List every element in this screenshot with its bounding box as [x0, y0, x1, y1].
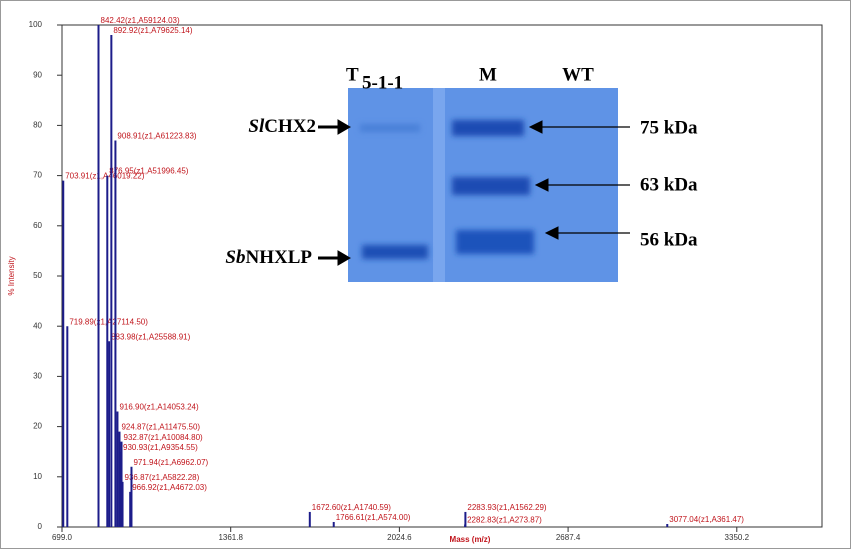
arrow-head: [337, 119, 351, 135]
protein-label: SbNHXLP: [225, 247, 312, 268]
peak-label: 908.91(z1,A61223.83): [117, 132, 197, 141]
peak-label: 892.92(z1,A79625.14): [113, 26, 193, 35]
y-tick-label: 70: [33, 171, 42, 180]
peak-label: 842.42(z1,A59124.03): [101, 16, 181, 25]
band: [452, 177, 530, 195]
lane-label: WT: [562, 64, 594, 85]
y-axis-label: % Intensity: [7, 256, 16, 295]
italic-part: Sl: [248, 116, 265, 137]
peak-label: 1766.61(z1,A574.00): [336, 513, 411, 522]
peak-label: 703.91(z1,A46019.22): [65, 172, 145, 181]
peak-label: 876.95(z1,A51996.45): [109, 167, 189, 176]
y-tick-label: 50: [33, 271, 42, 280]
gel-bands: [360, 120, 534, 259]
x-tick-label: 1361.8: [218, 533, 243, 542]
y-tick-label: 40: [33, 321, 42, 330]
band: [452, 120, 524, 136]
peak-label: 2283.93(z1,A1562.29): [467, 503, 547, 512]
lane-label: M: [479, 64, 497, 85]
peak-label: 936.87(z1,A5822.28): [125, 473, 200, 482]
x-tick-label: 699.0: [52, 533, 73, 542]
band: [362, 245, 428, 259]
x-tick-label: 3350.2: [725, 533, 750, 542]
protein-label: SlCHX2: [248, 116, 316, 137]
text-part: CHX2: [264, 116, 316, 137]
y-tick-label: 10: [33, 472, 42, 481]
x-tick-label: 2687.4: [556, 533, 581, 542]
y-tick-label: 30: [33, 372, 42, 381]
lane-subscript: 5-1-1: [362, 72, 403, 93]
y-tick-label: 0: [38, 522, 43, 531]
arrows: [318, 119, 630, 266]
arrow-head: [528, 120, 543, 134]
band: [456, 230, 534, 254]
peak-label: 1672.60(z1,A1740.59): [312, 503, 392, 512]
arrow-head: [337, 250, 351, 266]
arrow-head: [544, 226, 559, 240]
lane-gap: [433, 88, 445, 282]
marker-label: 63 kDa: [640, 174, 698, 195]
y-tick-label: 100: [29, 20, 43, 29]
marker-label: 56 kDa: [640, 229, 698, 250]
italic-part: Sb: [225, 247, 245, 268]
peak-label: 971.94(z1,A6962.07): [133, 458, 208, 467]
y-tick-label: 80: [33, 121, 42, 130]
peak-label: 924.87(z1,A11475.50): [121, 423, 200, 432]
peak-label: 3077.04(z1,A361.47): [669, 515, 744, 524]
lane-label: T: [346, 64, 359, 85]
marker-label: 75 kDa: [640, 117, 698, 138]
peak-label: 883.98(z1,A25588.91): [111, 332, 191, 341]
x-axis-label: Mass (m/z): [450, 535, 491, 544]
y-tick-label: 60: [33, 221, 42, 230]
text-part: NHXLP: [246, 247, 313, 268]
y-tick-label: 90: [33, 70, 42, 79]
y-tick-label: 20: [33, 422, 42, 431]
band: [360, 124, 420, 132]
peak-label: 930.93(z1,A9354.55): [123, 443, 198, 452]
peak-label: 2282.83(z1,A273.87): [467, 516, 542, 525]
peak-label: 966.92(z1,A4672.03): [132, 483, 207, 492]
arrow-head: [534, 178, 549, 192]
gel-inset: T 5-1-1 M WT SlCHX2 SbNHXLP 75 kDa 63 kD…: [225, 64, 698, 282]
peak-label: 916.90(z1,A14053.24): [119, 403, 199, 412]
peak-label: 719.89(z1,A27114.50): [69, 317, 148, 326]
peak-label: 932.87(z1,A10084.80): [124, 433, 204, 442]
x-tick-label: 2024.6: [387, 533, 412, 542]
